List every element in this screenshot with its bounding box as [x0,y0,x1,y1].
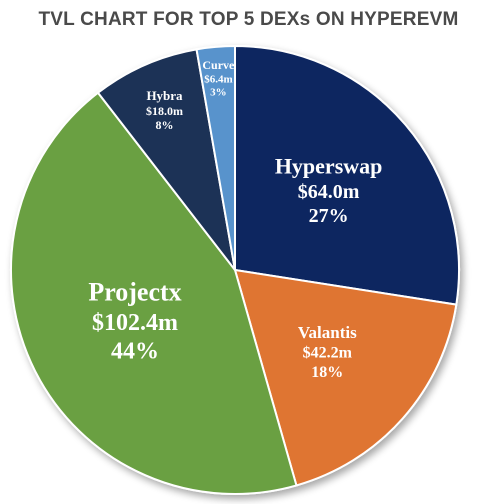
slice-label-hybra-value: $18.0m [146,104,183,118]
pie-slice-hybra [96,48,236,271]
slice-label-projectx-value: $102.4m [92,310,178,336]
slice-label-hybra-pct: 8% [156,118,174,132]
pie-slice-valantis [233,268,458,487]
slice-label-curve-pct: 3% [210,87,227,99]
slice-label-valantis-pct: 18% [311,364,343,381]
slice-label-projectx-name: Projectx [88,277,181,306]
slice-label-hyperswap-name: Hyperswap [275,153,383,178]
slice-label-valantis-value: $42.2m [303,345,353,362]
slice-label-hybra-name: Hybra [146,88,183,103]
pie-slice-curve [195,44,236,271]
slice-label-hyperswap-value: $64.0m [298,181,360,203]
chart-title: TVL CHART FOR TOP 5 DEXs ON HYPEREVM [38,9,459,30]
slice-label-hyperswap-pct: 27% [309,205,349,227]
slice-label-curve-name: Curve [202,58,235,72]
slice-label-projectx-pct: 44% [111,339,159,365]
legend-marker [48,238,62,252]
pie-slice-hyperswap [234,44,460,306]
pie-slice-projectx [10,91,298,495]
slice-label-curve-value: $6.4m [204,73,232,85]
slice-label-valantis-name: Valantis [298,323,357,342]
